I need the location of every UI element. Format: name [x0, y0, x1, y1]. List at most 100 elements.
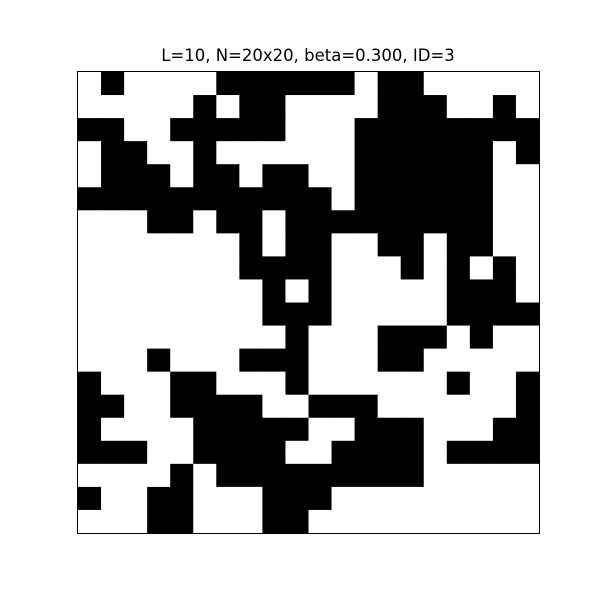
heatmap-cell: [170, 95, 194, 119]
heatmap-cell: [216, 486, 240, 511]
heatmap-cell: [124, 95, 148, 119]
heatmap-cell: [170, 394, 194, 419]
heatmap-cell: [377, 302, 402, 326]
heatmap-cell: [285, 279, 309, 303]
heatmap-cell: [400, 325, 425, 349]
heatmap-cell: [101, 463, 125, 488]
heatmap-cell: [216, 95, 240, 119]
heatmap-cell: [262, 256, 286, 280]
heatmap-cell: [147, 371, 171, 396]
heatmap-cell: [193, 95, 217, 119]
heatmap-cell: [101, 210, 125, 234]
heatmap-cell: [285, 325, 309, 349]
heatmap-cell: [354, 394, 379, 419]
heatmap-cell: [469, 348, 494, 373]
heatmap-cell: [515, 233, 540, 257]
heatmap-cell: [101, 95, 125, 119]
heatmap-cell: [492, 509, 517, 534]
heatmap-cell: [469, 210, 494, 234]
heatmap-cell: [308, 348, 332, 373]
heatmap-cell: [423, 371, 448, 396]
heatmap-cell: [515, 210, 540, 234]
heatmap-cell: [239, 141, 263, 165]
heatmap-cell: [216, 417, 240, 442]
heatmap-cell: [331, 394, 355, 419]
heatmap-cell: [239, 302, 263, 326]
heatmap-cell: [78, 187, 102, 211]
heatmap-cell: [78, 141, 102, 165]
heatmap-cell: [331, 302, 355, 326]
heatmap-cell: [262, 72, 286, 96]
heatmap-cell: [515, 325, 540, 349]
heatmap-cell: [101, 141, 125, 165]
plot-frame: [77, 71, 540, 534]
heatmap-cell: [216, 233, 240, 257]
heatmap-cell: [331, 371, 355, 396]
heatmap-cell: [354, 440, 379, 465]
heatmap-cell: [492, 95, 517, 119]
heatmap-cell: [193, 164, 217, 188]
heatmap-cell: [170, 164, 194, 188]
heatmap-cell: [400, 210, 425, 234]
heatmap-cell: [101, 279, 125, 303]
heatmap-cell: [285, 440, 309, 465]
heatmap-cell: [423, 187, 448, 211]
heatmap-cell: [216, 256, 240, 280]
heatmap-cell: [170, 233, 194, 257]
heatmap-cell: [216, 302, 240, 326]
heatmap-cell: [354, 118, 379, 142]
heatmap-cell: [285, 394, 309, 419]
heatmap-cell: [515, 486, 540, 511]
heatmap-cell: [239, 233, 263, 257]
heatmap-cell: [147, 279, 171, 303]
heatmap-cell: [308, 463, 332, 488]
heatmap-cell: [308, 164, 332, 188]
heatmap-cell: [423, 463, 448, 488]
heatmap-cell: [285, 72, 309, 96]
heatmap-cell: [331, 141, 355, 165]
heatmap-cell: [78, 302, 102, 326]
heatmap-cell: [423, 233, 448, 257]
heatmap-cell: [400, 302, 425, 326]
heatmap-cell: [78, 463, 102, 488]
heatmap-cell: [446, 486, 471, 511]
heatmap-cell: [124, 118, 148, 142]
heatmap-cell: [193, 417, 217, 442]
heatmap-cell: [285, 509, 309, 534]
heatmap-cell: [377, 118, 402, 142]
heatmap-cell: [193, 509, 217, 534]
heatmap-cell: [400, 233, 425, 257]
heatmap-cell: [377, 210, 402, 234]
heatmap-cell: [147, 394, 171, 419]
heatmap-cell: [262, 417, 286, 442]
heatmap-cell: [193, 118, 217, 142]
heatmap-cell: [354, 348, 379, 373]
heatmap-cell: [124, 279, 148, 303]
heatmap-cell: [239, 348, 263, 373]
heatmap-cell: [308, 371, 332, 396]
heatmap-cell: [285, 463, 309, 488]
heatmap-cell: [423, 325, 448, 349]
heatmap-cell: [78, 509, 102, 534]
heatmap-cell: [285, 302, 309, 326]
heatmap-cell: [101, 417, 125, 442]
heatmap-cell: [423, 348, 448, 373]
heatmap-cell: [239, 394, 263, 419]
heatmap-cell: [262, 463, 286, 488]
heatmap-cell: [124, 256, 148, 280]
heatmap-cell: [469, 279, 494, 303]
heatmap-cell: [423, 141, 448, 165]
heatmap-cell: [308, 417, 332, 442]
heatmap-cell: [400, 509, 425, 534]
heatmap-cell: [492, 371, 517, 396]
heatmap-cell: [170, 141, 194, 165]
heatmap-cell: [78, 256, 102, 280]
heatmap-cell: [216, 371, 240, 396]
heatmap-cell: [170, 463, 194, 488]
heatmap-cell: [216, 118, 240, 142]
heatmap-cell: [400, 371, 425, 396]
heatmap-cell: [101, 348, 125, 373]
heatmap-cell: [124, 210, 148, 234]
heatmap-cell: [377, 371, 402, 396]
heatmap-cell: [331, 72, 355, 96]
